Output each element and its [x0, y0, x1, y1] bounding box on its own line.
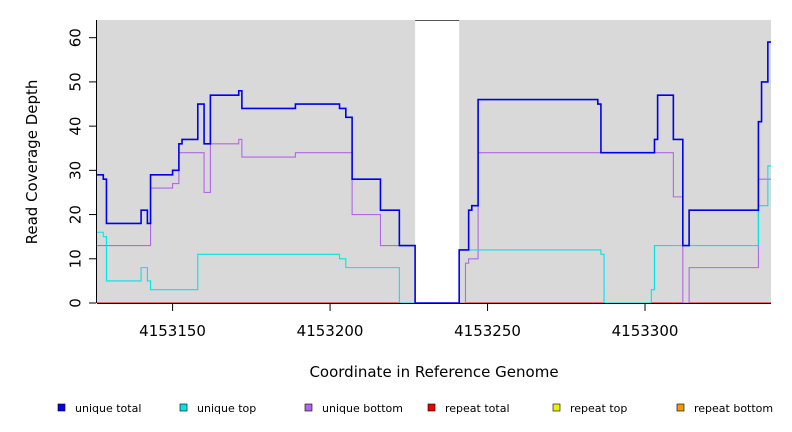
y-tick-label: 20	[67, 205, 85, 224]
gap-region	[415, 20, 460, 303]
series-line-unique-total	[97, 41, 771, 304]
legend-item-repeat-bottom: repeat bottom	[676, 402, 773, 415]
legend-swatch	[57, 403, 66, 412]
series-line-unique-bottom	[97, 138, 771, 304]
x-tick-label: 4153250	[454, 322, 521, 340]
legend-label: unique top	[197, 402, 256, 415]
axes: 0 10 20 30 40 50 60 4153150 4153200 4153250 415330…	[67, 20, 771, 340]
y-tick-label: 60	[67, 28, 85, 47]
x-axis-title: Coordinate in Reference Genome	[309, 363, 558, 381]
y-tick-label: 30	[67, 161, 85, 180]
x-tick-label: 4153150	[139, 322, 206, 340]
legend-item-unique-bottom: unique bottom	[304, 402, 403, 415]
legend-label: unique bottom	[322, 402, 403, 415]
legend-item-unique-total: unique total	[57, 402, 141, 415]
legend-swatch	[179, 403, 188, 412]
legend-item-repeat-top: repeat top	[552, 402, 627, 415]
legend-label: unique total	[75, 402, 141, 415]
x-tick-label: 4153200	[297, 322, 364, 340]
y-tick-label: 50	[67, 72, 85, 91]
legend-swatch	[427, 403, 436, 412]
y-axis-title: Read Coverage Depth	[23, 80, 41, 245]
legend-item-repeat-total: repeat total	[427, 402, 510, 415]
legend-item-unique-top: unique top	[179, 402, 256, 415]
y-tick-label: 10	[67, 249, 85, 268]
x-tick-label: 4153300	[612, 322, 679, 340]
y-tick-label: 0	[67, 298, 85, 308]
legend: unique total unique top unique bottom repea…	[57, 402, 773, 415]
series-line-unique-top	[97, 165, 771, 304]
legend-label: repeat total	[445, 402, 510, 415]
y-tick-label: 40	[67, 117, 85, 136]
legend-swatch	[552, 403, 561, 412]
legend-label: repeat top	[570, 402, 627, 415]
legend-swatch	[676, 403, 685, 412]
legend-label: repeat bottom	[694, 402, 773, 415]
legend-swatch	[304, 403, 313, 412]
plot-area	[97, 20, 771, 303]
